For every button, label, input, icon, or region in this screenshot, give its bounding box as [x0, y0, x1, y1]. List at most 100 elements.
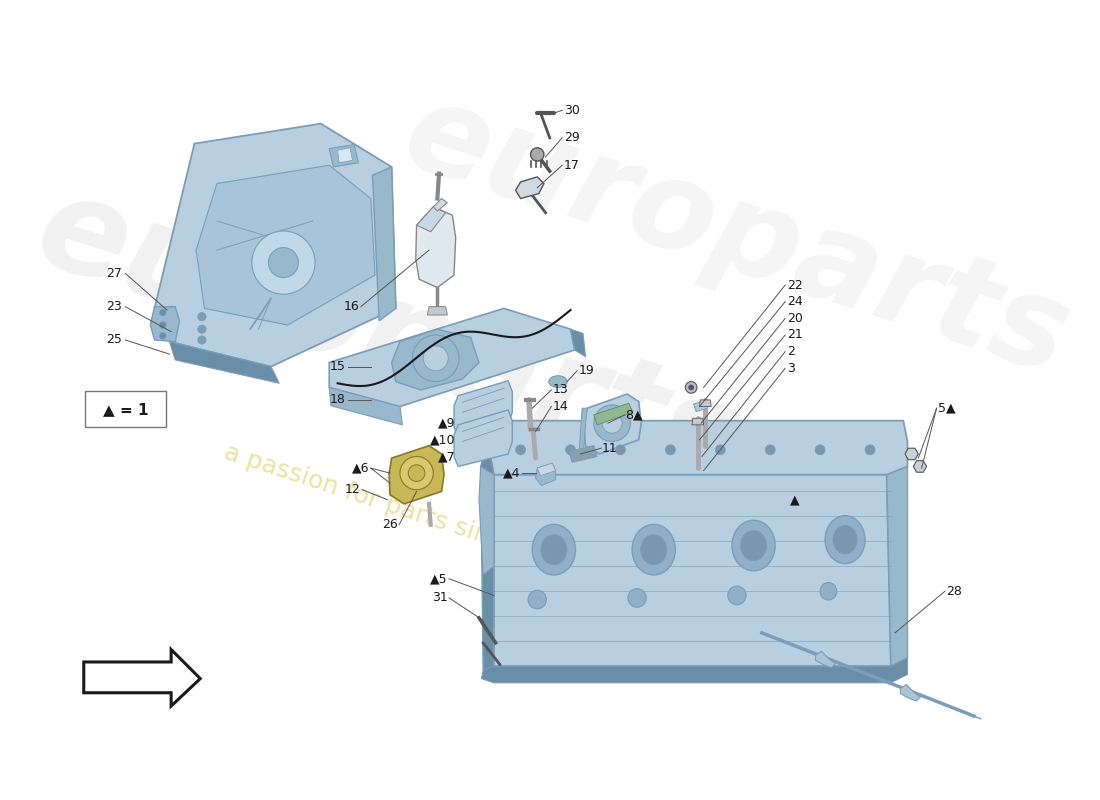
Polygon shape — [700, 400, 711, 406]
Text: 23: 23 — [107, 300, 122, 314]
Text: europarts: europarts — [389, 72, 1085, 401]
Ellipse shape — [532, 524, 575, 575]
Text: ▲5: ▲5 — [430, 572, 448, 586]
Circle shape — [198, 313, 206, 321]
Ellipse shape — [732, 520, 775, 570]
Circle shape — [400, 457, 433, 490]
Circle shape — [865, 445, 874, 455]
Polygon shape — [494, 474, 891, 666]
Polygon shape — [901, 685, 921, 701]
Circle shape — [689, 385, 694, 390]
Circle shape — [160, 310, 166, 316]
Polygon shape — [594, 403, 632, 425]
Polygon shape — [329, 145, 359, 167]
Polygon shape — [913, 461, 926, 472]
Polygon shape — [433, 198, 448, 211]
Ellipse shape — [821, 582, 837, 600]
Ellipse shape — [740, 530, 767, 561]
Text: a passion for parts since 1985: a passion for parts since 1985 — [220, 440, 587, 580]
Circle shape — [252, 231, 315, 294]
Circle shape — [685, 382, 697, 394]
Text: 19: 19 — [579, 364, 595, 378]
Text: 29: 29 — [564, 131, 580, 144]
Circle shape — [160, 322, 166, 328]
Text: 2: 2 — [786, 345, 794, 358]
Text: 16: 16 — [343, 300, 360, 314]
Polygon shape — [169, 342, 279, 383]
Circle shape — [530, 148, 543, 161]
Polygon shape — [481, 442, 494, 670]
Circle shape — [715, 445, 725, 455]
Text: 21: 21 — [786, 329, 803, 342]
Text: 28: 28 — [947, 585, 962, 598]
Text: 20: 20 — [786, 312, 803, 325]
Text: ▲6: ▲6 — [352, 462, 370, 474]
Ellipse shape — [528, 590, 547, 609]
Text: 30: 30 — [564, 104, 580, 117]
Circle shape — [198, 336, 206, 344]
Polygon shape — [416, 207, 455, 287]
Polygon shape — [454, 410, 513, 466]
Text: ▲: ▲ — [790, 494, 800, 506]
Polygon shape — [579, 408, 587, 458]
Text: 31: 31 — [431, 591, 448, 605]
Polygon shape — [482, 658, 908, 682]
Polygon shape — [569, 446, 597, 462]
FancyBboxPatch shape — [86, 390, 166, 427]
Polygon shape — [516, 177, 543, 198]
Text: 8▲: 8▲ — [626, 408, 644, 422]
Text: ▲9: ▲9 — [438, 417, 455, 430]
Circle shape — [766, 445, 775, 455]
Polygon shape — [84, 650, 200, 706]
Circle shape — [408, 465, 425, 482]
Polygon shape — [329, 387, 403, 425]
Polygon shape — [571, 329, 585, 357]
Text: 26: 26 — [382, 518, 397, 531]
Text: ▲10: ▲10 — [430, 434, 455, 446]
Polygon shape — [487, 421, 908, 474]
Circle shape — [198, 325, 206, 334]
Polygon shape — [887, 466, 907, 666]
Polygon shape — [417, 207, 446, 232]
Text: 24: 24 — [786, 295, 803, 308]
Circle shape — [815, 445, 825, 455]
Ellipse shape — [825, 516, 865, 564]
Text: 22: 22 — [786, 278, 803, 291]
Text: 5▲: 5▲ — [938, 402, 956, 414]
Ellipse shape — [628, 589, 646, 607]
Polygon shape — [389, 446, 444, 504]
Circle shape — [565, 445, 575, 455]
Polygon shape — [692, 418, 704, 425]
Circle shape — [516, 445, 526, 455]
Circle shape — [424, 346, 448, 370]
Text: 12: 12 — [345, 483, 361, 496]
Ellipse shape — [833, 526, 857, 554]
Text: 14: 14 — [552, 400, 568, 413]
Text: 3: 3 — [786, 362, 794, 374]
Polygon shape — [537, 463, 556, 476]
Polygon shape — [338, 148, 352, 162]
Ellipse shape — [632, 524, 675, 575]
Polygon shape — [154, 124, 396, 366]
Polygon shape — [694, 401, 707, 411]
Polygon shape — [478, 466, 494, 574]
Text: europarts: europarts — [21, 164, 755, 510]
Text: ▲7: ▲7 — [438, 450, 455, 463]
Text: 17: 17 — [564, 158, 580, 172]
Text: 27: 27 — [107, 267, 122, 280]
Polygon shape — [584, 394, 641, 454]
Text: 11: 11 — [602, 442, 618, 454]
Text: 18: 18 — [330, 394, 345, 406]
Circle shape — [666, 445, 675, 455]
Polygon shape — [428, 306, 448, 315]
Ellipse shape — [728, 586, 746, 605]
Polygon shape — [815, 651, 836, 668]
Ellipse shape — [549, 376, 568, 387]
Polygon shape — [151, 306, 179, 342]
Polygon shape — [373, 167, 396, 321]
Text: ▲ = 1: ▲ = 1 — [102, 402, 148, 418]
Polygon shape — [905, 448, 918, 460]
Text: ▲4: ▲4 — [503, 466, 520, 480]
Polygon shape — [392, 329, 478, 390]
Circle shape — [594, 405, 630, 442]
